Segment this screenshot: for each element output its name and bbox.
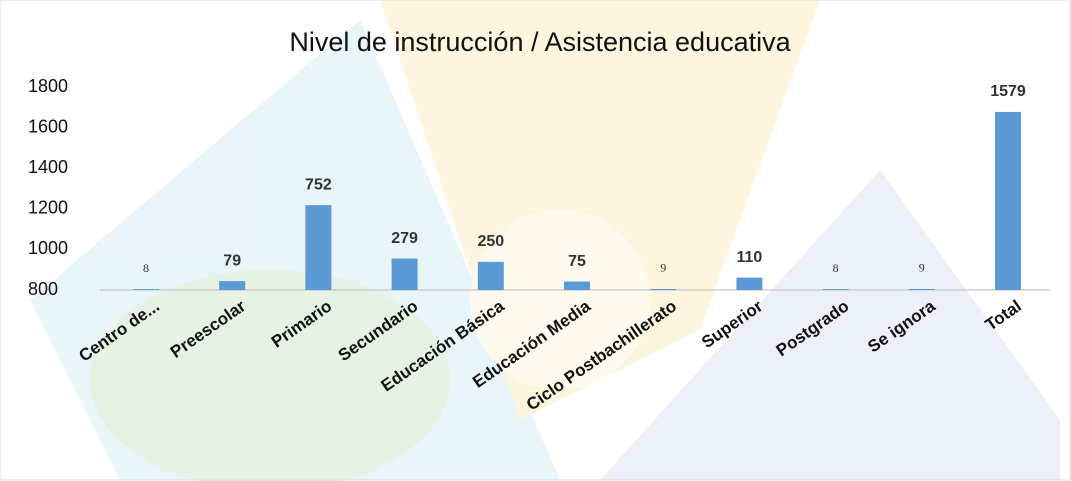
chart: Nivel de instrucción / Asistencia educat… — [0, 0, 1071, 481]
bar — [995, 112, 1021, 290]
value-label: 110 — [736, 249, 762, 266]
bar — [392, 259, 418, 290]
bar — [478, 262, 504, 290]
bar — [305, 205, 331, 290]
y-tick-label: 1200 — [28, 198, 68, 218]
bar — [650, 289, 676, 290]
bar — [823, 289, 849, 290]
chart-title: Nivel de instrucción / Asistencia educat… — [289, 27, 791, 57]
value-label: 79 — [223, 252, 241, 269]
value-label: 75 — [568, 253, 586, 270]
bar — [219, 281, 245, 290]
y-tick-label: 1800 — [28, 76, 68, 96]
value-label: 752 — [305, 176, 332, 193]
bar — [909, 289, 935, 290]
value-label: 279 — [391, 230, 418, 247]
bar — [736, 278, 762, 290]
value-label: 8 — [833, 261, 839, 275]
value-label: 1579 — [990, 83, 1026, 100]
y-tick-label: 800 — [28, 279, 58, 299]
value-label: 250 — [477, 233, 504, 250]
bar — [133, 289, 159, 290]
value-label: 9 — [919, 261, 925, 275]
y-tick-label: 1000 — [28, 238, 68, 258]
y-tick-label: 1400 — [28, 157, 68, 177]
y-tick-label: 1600 — [28, 116, 68, 136]
value-label: 8 — [143, 261, 149, 275]
watermark — [30, 0, 1060, 481]
value-label: 9 — [660, 261, 666, 275]
x-tick-label: Total — [982, 296, 1025, 334]
bar — [564, 282, 590, 290]
